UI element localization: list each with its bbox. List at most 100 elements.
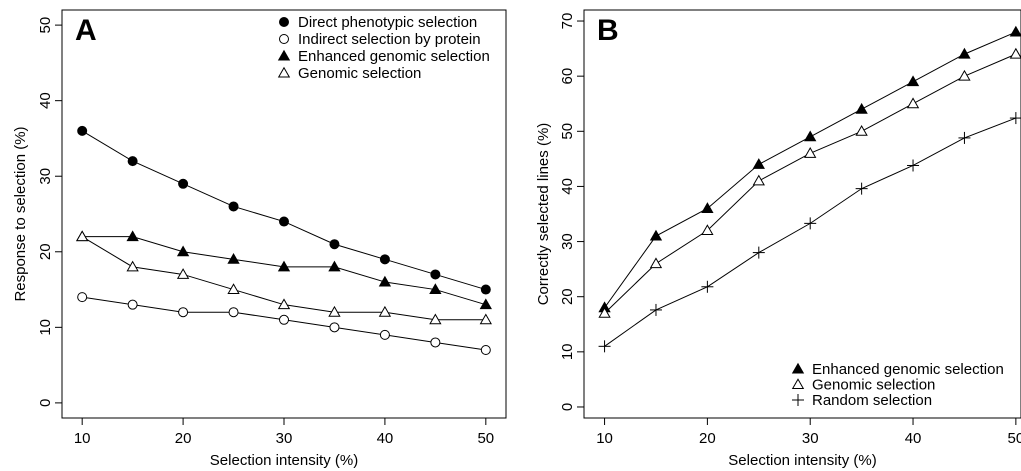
data-point xyxy=(429,313,442,325)
y-tick-label: 40 xyxy=(559,178,576,195)
y-axis-label: Correctly selected lines (%) xyxy=(535,123,552,306)
data-point xyxy=(480,345,491,355)
panel-b: B 10 20 30 40 50 0 10 20 30 40 50 60 70 Selection inte… xyxy=(535,9,1021,469)
data-point xyxy=(752,158,765,169)
x-tick-label: 50 xyxy=(1008,430,1021,447)
legend-label: Enhanced genomic selection xyxy=(812,361,1004,378)
y-axis: 0 10 20 30 40 50 60 70 xyxy=(559,13,584,411)
data-point xyxy=(329,322,340,333)
series-line xyxy=(604,31,1017,309)
data-point xyxy=(176,245,190,257)
data-point xyxy=(958,47,971,59)
data-point xyxy=(227,283,240,295)
legend-label: Random selection xyxy=(812,392,932,409)
data-point xyxy=(752,174,765,186)
y-tick-label: 30 xyxy=(559,233,576,250)
series-3 xyxy=(76,230,492,310)
legend-marker xyxy=(791,362,805,374)
data-point xyxy=(958,131,971,144)
x-axis-label: Selection intensity (%) xyxy=(728,452,876,469)
data-point xyxy=(479,298,492,310)
legend-label: Genomic selection xyxy=(298,65,421,82)
legend-label: Genomic selection xyxy=(812,377,935,394)
legend-label: Direct phenotypic selection xyxy=(298,14,477,31)
data-point xyxy=(178,307,189,318)
series-1 xyxy=(77,125,491,295)
data-point xyxy=(701,202,714,213)
panel-label: A xyxy=(75,14,97,47)
data-point xyxy=(430,269,441,280)
data-point xyxy=(479,313,492,325)
x-tick-label: 20 xyxy=(175,430,192,447)
legend-marker xyxy=(279,17,289,27)
y-tick-label: 70 xyxy=(559,13,576,30)
data-point xyxy=(1009,47,1021,59)
data-point xyxy=(429,283,442,295)
data-point xyxy=(77,125,88,136)
series-line xyxy=(604,53,1017,314)
y-tick-label: 20 xyxy=(37,243,54,260)
y-tick-label: 10 xyxy=(37,319,54,336)
series-4 xyxy=(76,230,492,325)
data-point xyxy=(701,280,714,293)
x-tick-label: 20 xyxy=(699,430,716,447)
data-point xyxy=(379,329,390,340)
y-tick-label: 20 xyxy=(559,288,576,305)
data-point xyxy=(76,230,89,242)
x-tick-label: 40 xyxy=(377,430,394,447)
data-point xyxy=(430,337,441,348)
y-tick-label: 50 xyxy=(37,17,54,34)
series-2 xyxy=(598,47,1021,318)
data-point xyxy=(907,159,920,172)
data-point xyxy=(279,216,289,227)
x-axis-label: Selection intensity (%) xyxy=(210,452,358,469)
series-3 xyxy=(598,112,1021,353)
data-point xyxy=(328,305,341,317)
legend-label: Indirect selection by protein xyxy=(298,31,481,48)
data-point xyxy=(178,178,189,189)
data-point xyxy=(906,75,920,87)
data-point xyxy=(480,284,491,295)
y-tick-label: 10 xyxy=(559,343,576,360)
x-axis: 10 20 30 40 50 xyxy=(596,418,1021,447)
data-point xyxy=(1009,25,1021,37)
legend-marker xyxy=(277,49,291,61)
data-point xyxy=(127,156,138,167)
plot-frame xyxy=(583,9,1021,419)
x-tick-label: 10 xyxy=(596,430,613,447)
x-tick-label: 30 xyxy=(802,430,819,447)
data-point xyxy=(598,340,611,353)
data-point xyxy=(855,102,868,114)
legend-marker xyxy=(277,66,291,78)
data-point xyxy=(277,260,291,272)
panel-a: A 10 20 30 40 50 0 10 20 30 40 50 Selection intensit… xyxy=(12,9,507,469)
data-point xyxy=(378,275,392,287)
data-point xyxy=(127,299,138,310)
data-point xyxy=(77,292,88,303)
data-point xyxy=(855,182,868,195)
legend-label: Enhanced genomic selection xyxy=(298,48,490,65)
data-point xyxy=(279,314,289,325)
y-axis: 0 10 20 30 40 50 xyxy=(37,17,62,407)
y-tick-label: 40 xyxy=(37,92,54,109)
data-point xyxy=(804,147,817,158)
series-2 xyxy=(77,292,491,355)
x-tick-label: 30 xyxy=(276,430,293,447)
x-tick-label: 50 xyxy=(477,430,494,447)
data-point xyxy=(752,246,765,259)
data-point xyxy=(379,254,390,265)
data-point xyxy=(649,257,663,269)
x-tick-label: 40 xyxy=(905,430,922,447)
data-point xyxy=(228,307,239,318)
data-point xyxy=(1009,112,1021,125)
data-point xyxy=(649,229,663,241)
y-axis-label: Response to selection (%) xyxy=(12,126,29,301)
y-tick-label: 0 xyxy=(559,403,576,411)
data-point xyxy=(804,130,817,142)
data-point xyxy=(906,97,920,109)
y-tick-label: 50 xyxy=(559,123,576,140)
y-tick-label: 60 xyxy=(559,68,576,85)
y-tick-label: 0 xyxy=(37,399,54,407)
